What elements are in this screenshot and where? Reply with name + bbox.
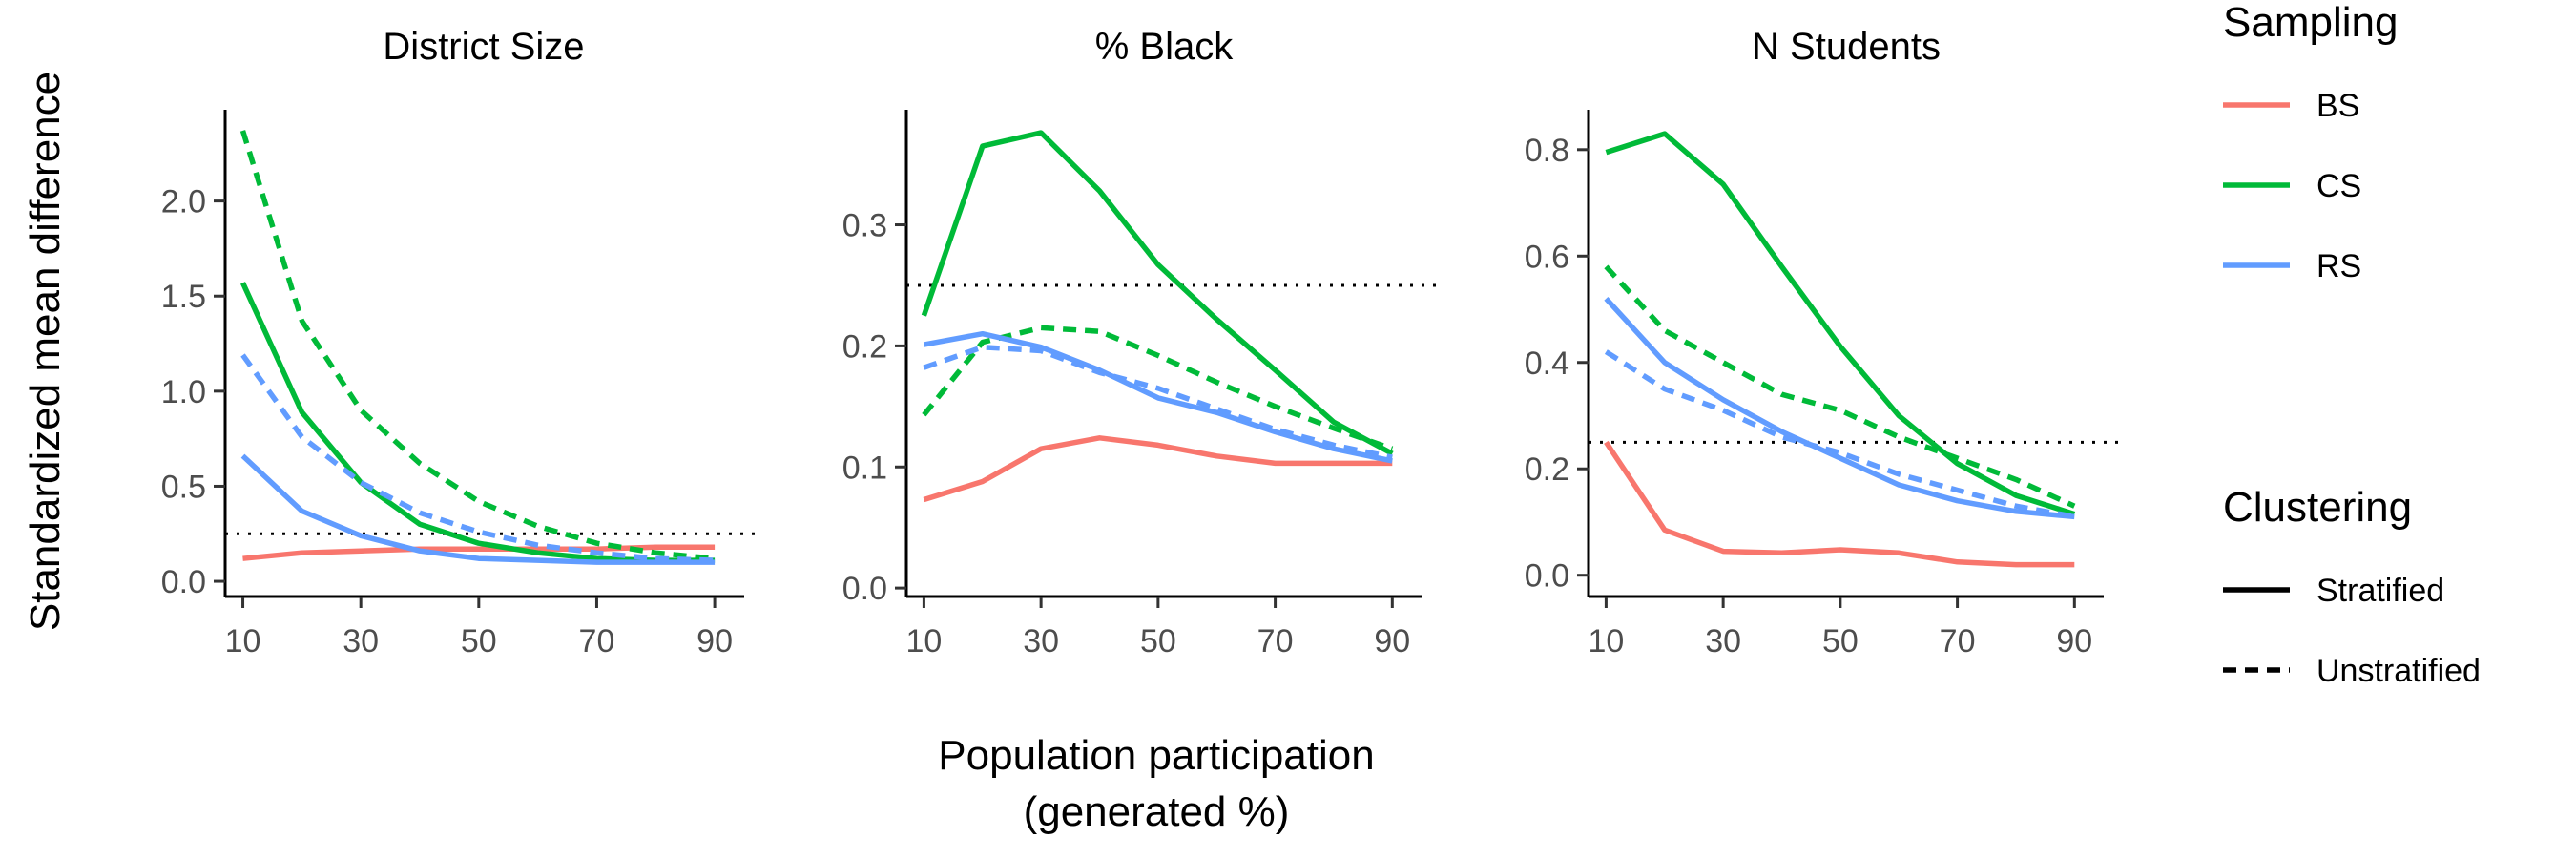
y-tick-label: 0.2 xyxy=(1525,451,1569,488)
legend-label-stratified: Stratified xyxy=(2316,573,2444,609)
series-line-rs-unstratified xyxy=(923,344,1393,460)
legend-title-sampling: Sampling xyxy=(2223,0,2398,46)
x-tick-label: 10 xyxy=(905,623,942,660)
x-tick-label: 10 xyxy=(225,623,261,660)
y-tick-label: 0.1 xyxy=(842,450,887,486)
y-tick-label: 0.0 xyxy=(1525,558,1569,595)
y-tick-label: 1.0 xyxy=(161,374,206,410)
x-tick-label: 50 xyxy=(461,623,497,660)
y-tick-label: 0.0 xyxy=(842,571,887,607)
x-tick-label: 70 xyxy=(1940,623,1976,660)
x-tick-label: 30 xyxy=(1023,623,1059,660)
y-tick-label: 0.3 xyxy=(842,208,887,244)
x-tick-label: 50 xyxy=(1822,623,1859,660)
y-tick-label: 1.5 xyxy=(161,279,206,315)
series-line-rs-stratified xyxy=(1604,297,2075,520)
series-line-rs-stratified xyxy=(923,330,1393,464)
panel-district-size: District Size 0.0 0.5 1.0 1.5 2.0 10 30 50 70 90 xyxy=(161,26,758,660)
series-line-cs-stratified xyxy=(1605,131,2076,517)
series-line-rs-unstratified xyxy=(240,353,716,563)
legend-label-bs: BS xyxy=(2316,88,2359,124)
x-tick-label: 30 xyxy=(1705,623,1741,660)
x-tick-label: 90 xyxy=(696,623,733,660)
y-tick-label: 2.0 xyxy=(161,184,206,220)
x-tick-label: 50 xyxy=(1140,623,1176,660)
x-axis-title-line2: (generated %) xyxy=(1024,788,1290,835)
x-tick-label: 70 xyxy=(579,623,615,660)
legend-clustering-items: Stratified Unstratified xyxy=(2223,573,2481,689)
series-line-cs-stratified xyxy=(921,130,1394,456)
y-tick-label: 0.8 xyxy=(1525,133,1569,169)
series-line-cs-unstratified xyxy=(1604,264,2076,509)
x-tick-label: 90 xyxy=(2056,623,2092,660)
series-line-cs-unstratified xyxy=(239,130,716,561)
y-tick-label: 0.0 xyxy=(161,564,206,600)
y-axis-title: Standardized mean difference xyxy=(22,72,69,631)
legend: Sampling BS CS RS Clustering Stratified Uns… xyxy=(2223,0,2481,689)
y-tick-label: 0.6 xyxy=(1525,239,1569,275)
legend-label-unstratified: Unstratified xyxy=(2316,653,2481,689)
x-tick-label: 30 xyxy=(343,623,379,660)
x-tick-label: 10 xyxy=(1588,623,1624,660)
legend-sampling-items: BS CS RS xyxy=(2223,88,2361,284)
panel-title: District Size xyxy=(383,26,584,68)
x-tick-label: 70 xyxy=(1257,623,1294,660)
y-tick-label: 0.5 xyxy=(161,469,206,505)
y-tick-label: 0.2 xyxy=(842,328,887,365)
series-line-bs-stratified xyxy=(1604,440,2075,568)
x-tick-label: 90 xyxy=(1374,623,1410,660)
series-line-rs-unstratified xyxy=(1604,349,2075,520)
x-axis-title-line1: Population participation xyxy=(938,732,1374,779)
panel-title: N Students xyxy=(1752,26,1941,68)
legend-label-cs: CS xyxy=(2316,168,2361,204)
legend-title-clustering: Clustering xyxy=(2223,484,2412,531)
series-line-rs-stratified xyxy=(240,453,716,565)
panel-title: % Black xyxy=(1095,26,1234,68)
legend-label-rs: RS xyxy=(2316,248,2361,284)
y-tick-label: 0.4 xyxy=(1525,346,1569,382)
panel-black: % Black 0.0 0.1 0.2 0.3 10 30 50 70 90 xyxy=(842,26,1436,660)
panel-n-students: N Students 0.0 0.2 0.4 0.6 0.8 10 30 50 70 90 xyxy=(1525,26,2118,660)
series-line-bs-stratified xyxy=(923,435,1393,503)
